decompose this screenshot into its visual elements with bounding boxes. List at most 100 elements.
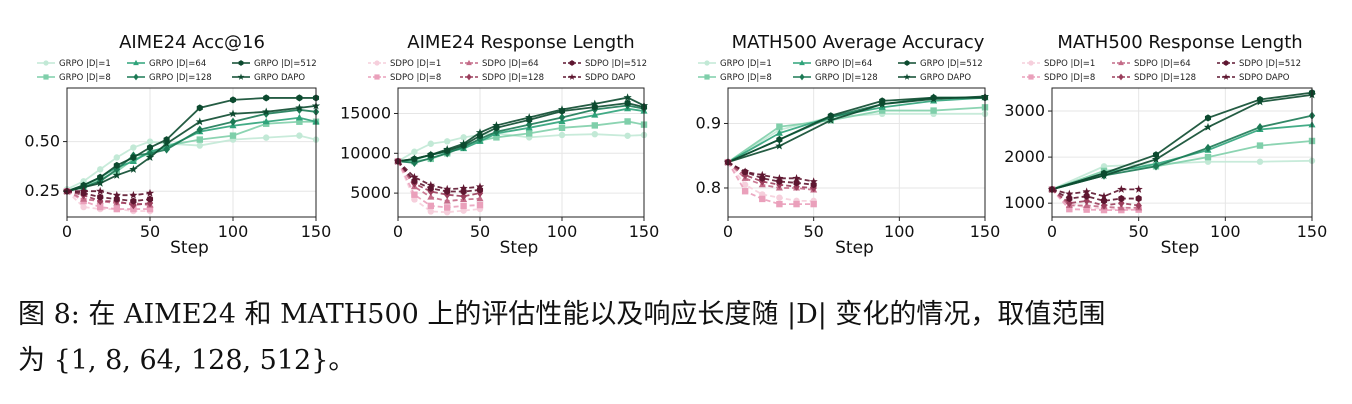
marker-star [929, 94, 938, 103]
marker-star [459, 139, 468, 148]
series-line [727, 96, 985, 163]
marker-star [129, 190, 138, 199]
marker-diamond [1204, 143, 1212, 153]
marker-triangle [591, 111, 599, 118]
legend-label: GRPO |D|=512 [920, 59, 983, 69]
marker-circle [130, 144, 137, 151]
marker-square [444, 204, 451, 211]
marker-star [590, 99, 599, 108]
series-line [727, 95, 986, 164]
marker-hexagon [97, 193, 104, 201]
marker-square [374, 74, 380, 80]
marker-circle [146, 138, 154, 145]
marker-triangle [775, 129, 783, 136]
marker-star [96, 186, 105, 195]
marker-hexagon [1204, 114, 1212, 122]
marker-star [1255, 97, 1265, 106]
legend-label: GRPO |D|=64 [815, 59, 872, 69]
marker-hexagon [569, 60, 575, 66]
marker-triangle [427, 193, 435, 200]
legend-label: SDPO |D|=512 [1239, 59, 1301, 69]
marker-diamond [196, 125, 203, 134]
marker-hexagon [1152, 151, 1160, 159]
series-line [1051, 159, 1313, 191]
series-grpo-dapo [723, 92, 990, 166]
marker-star [459, 184, 468, 192]
marker-diamond [799, 73, 805, 81]
series-grpo-d-128 [1048, 111, 1316, 194]
legend-label: SDPO DAPO [585, 73, 636, 83]
marker-hexagon [793, 179, 800, 187]
series-line [397, 160, 481, 191]
figure-caption: 图 8: 在 AIME24 和 MATH500 上的评估性能以及响应长度随 |D… [18, 292, 1338, 384]
chart-title: AIME24 Response Length [407, 32, 634, 53]
marker-square [810, 200, 817, 208]
marker-circle [374, 60, 380, 66]
marker-circle [196, 142, 203, 149]
marker-triangle [443, 197, 451, 204]
series-line [727, 161, 814, 183]
marker-diamond [146, 198, 154, 208]
x-tick-label: 0 [62, 222, 72, 241]
marker-hexagon [263, 94, 270, 102]
marker-diamond [1152, 162, 1160, 171]
series-sdpo-d-8 [1048, 186, 1142, 214]
marker-square [97, 203, 104, 211]
series-line [66, 190, 151, 207]
marker-star [112, 171, 121, 179]
y-tick-label: 0.50 [24, 132, 60, 151]
marker-square [558, 124, 566, 132]
marker-hexagon [229, 96, 237, 104]
marker-square [113, 205, 120, 213]
marker-circle [97, 166, 104, 173]
marker-hexagon [146, 195, 154, 203]
marker-triangle [133, 59, 139, 66]
marker-star [1065, 189, 1074, 198]
legend-label: GRPO DAPO [920, 73, 971, 83]
marker-hexagon [776, 136, 783, 144]
marker-circle [296, 132, 303, 139]
y-tick-label: 0.9 [696, 113, 721, 132]
marker-square [1028, 74, 1034, 80]
series-line [66, 108, 317, 193]
plot-frame [397, 87, 645, 218]
marker-star [1082, 187, 1091, 196]
marker-star [129, 165, 138, 173]
series-sdpo-d-1 [1048, 186, 1142, 213]
legend-label: SDPO |D|=1 [390, 59, 441, 69]
marker-star [410, 172, 419, 181]
marker-triangle [476, 194, 484, 202]
marker-star [475, 182, 485, 191]
marker-square [196, 136, 203, 143]
x-axis-label: Step [170, 238, 209, 258]
marker-triangle [799, 59, 805, 66]
marker-circle [411, 148, 418, 155]
marker-diamond [1135, 201, 1142, 210]
marker-star [1203, 122, 1213, 131]
marker-diamond [1256, 123, 1264, 132]
series-sdpo-d-64 [1048, 185, 1143, 211]
marker-hexagon [130, 197, 137, 205]
chart-title: AIME24 Acc@16 [119, 32, 265, 53]
marker-hexagon [196, 104, 203, 112]
legend-label: GRPO DAPO [254, 73, 305, 83]
series-line [727, 96, 986, 163]
legend-label: GRPO |D|=128 [815, 73, 878, 83]
marker-square [1083, 206, 1090, 213]
x-tick-label: 50 [470, 222, 490, 241]
marker-circle [460, 134, 467, 141]
y-tick-label: 10000 [340, 143, 391, 162]
series-grpo-d-1 [1048, 157, 1316, 193]
caption-line-2: 为 {1, 8, 64, 128, 512}。 [18, 345, 356, 376]
series-sdpo-d-128 [394, 157, 484, 201]
series-line [727, 161, 814, 191]
marker-star [295, 103, 304, 112]
marker-star [79, 182, 88, 191]
plot-frame [66, 87, 317, 218]
x-tick-label: 150 [301, 222, 332, 241]
x-tick-label: 50 [1128, 222, 1148, 241]
marker-circle [427, 140, 434, 147]
marker-star [492, 121, 501, 129]
